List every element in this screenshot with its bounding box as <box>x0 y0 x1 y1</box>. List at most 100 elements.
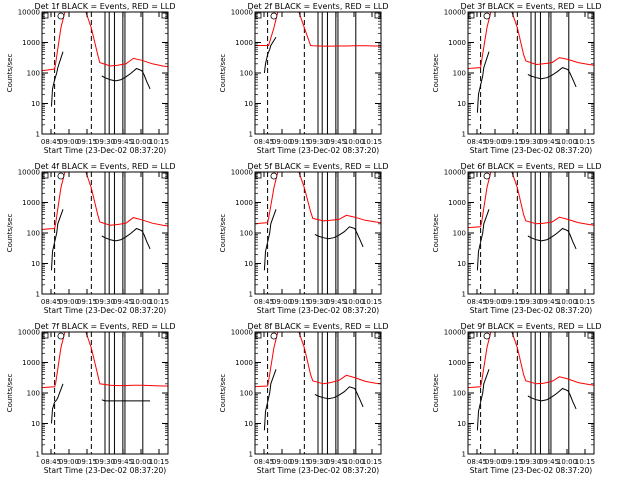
events-series-line <box>476 51 490 113</box>
panel-title: Det 5f BLACK = Events, RED = LLD <box>247 162 388 171</box>
lld-series-line <box>468 332 594 389</box>
y-tick-label: 10000 <box>444 329 466 337</box>
lld-series-line <box>255 12 381 47</box>
series-group <box>42 332 168 424</box>
series-group <box>468 172 594 271</box>
x-tick-label: 09:15 <box>503 458 523 466</box>
events-series-line <box>263 36 277 74</box>
y-tick-label: 10000 <box>18 169 40 177</box>
x-tick-label: 09:00 <box>59 138 79 146</box>
detector-panel: 1 10 100 1000 10000 08:4509:0009:1509:3009:45… <box>432 162 602 315</box>
x-tick-label: 09:45 <box>326 458 346 466</box>
series-group <box>42 12 168 107</box>
x-tick-label: 09:00 <box>485 138 505 146</box>
peak-marker-circle <box>270 332 278 340</box>
corner-marker-right <box>374 12 381 19</box>
series-group <box>255 332 381 431</box>
y-axis-label: Counts/sec <box>219 54 227 93</box>
y-tick-label: 10000 <box>231 169 253 177</box>
y-tick-label: 10 <box>31 100 40 108</box>
x-tick-label: 08:45 <box>467 138 487 146</box>
y-tick-label: 100 <box>27 70 40 78</box>
detector-panel: 1 10 100 1000 10000 08:4509:0009:1509:3009:45… <box>219 162 389 315</box>
x-tick-label: 09:15 <box>290 298 310 306</box>
x-tick-label: 09:00 <box>59 298 79 306</box>
panel-title: Det 4f BLACK = Events, RED = LLD <box>34 162 175 171</box>
x-tick-label: 10:00 <box>131 298 151 306</box>
y-tick-label: 1 <box>36 291 40 299</box>
y-tick-label: 10000 <box>231 329 253 337</box>
series-group <box>42 172 168 271</box>
x-tick-label: 09:15 <box>77 458 97 466</box>
x-axis-label: Start Time (23-Dec-02 08:37:20) <box>257 146 379 155</box>
y-tick-label: 10000 <box>18 329 40 337</box>
lld-series-line <box>42 12 168 72</box>
y-tick-label: 100 <box>240 230 253 238</box>
detector-panel: 1 10 100 1000 10000 08:4509:0009:1509:3009:45… <box>6 2 176 155</box>
y-tick-label: 1000 <box>22 359 40 367</box>
y-tick-label: 1 <box>462 451 466 459</box>
x-tick-label: 08:45 <box>254 458 274 466</box>
detector-panel: 1 10 100 1000 10000 08:4509:0009:1509:3009:45… <box>432 2 602 155</box>
y-axis-label: Counts/sec <box>6 214 14 253</box>
peak-marker-circle <box>270 172 278 180</box>
corner-marker-left <box>468 172 475 179</box>
x-tick-label: 09:15 <box>77 138 97 146</box>
x-axis-label: Start Time (23-Dec-02 08:37:20) <box>257 466 379 475</box>
x-tick-label: 10:15 <box>575 298 595 306</box>
x-tick-label: 09:00 <box>59 458 79 466</box>
events-series-line <box>263 209 277 271</box>
events-series-line <box>101 227 151 250</box>
events-series-line <box>51 209 64 271</box>
x-tick-label: 10:00 <box>131 458 151 466</box>
corner-marker-right <box>587 172 594 179</box>
corner-marker-left <box>42 172 49 179</box>
y-axis-label: Counts/sec <box>6 54 14 93</box>
corner-marker-right <box>374 172 381 179</box>
x-tick-label: 09:30 <box>95 138 115 146</box>
x-axis-label: Start Time (23-Dec-02 08:37:20) <box>44 146 166 155</box>
y-tick-label: 1000 <box>448 39 466 47</box>
events-series-line <box>314 226 364 248</box>
lld-series-line <box>468 12 594 69</box>
y-tick-label: 1 <box>462 291 466 299</box>
x-tick-label: 09:45 <box>113 138 133 146</box>
x-tick-label: 09:30 <box>95 298 115 306</box>
detector-panel: 1 10 100 1000 10000 08:4509:0009:1509:3009:45… <box>432 322 602 475</box>
x-tick-label: 09:45 <box>539 138 559 146</box>
y-axis-label: Counts/sec <box>432 214 440 253</box>
lld-series-line <box>42 332 168 389</box>
series-group <box>255 12 381 74</box>
detector-panel: 1 10 100 1000 10000 08:4509:0009:1509:3009:45… <box>219 2 389 155</box>
x-tick-label: 10:15 <box>575 138 595 146</box>
events-series-line <box>51 383 64 424</box>
x-tick-label: 09:30 <box>308 458 328 466</box>
corner-marker-right <box>587 12 594 19</box>
x-tick-label: 10:15 <box>362 298 382 306</box>
x-tick-label: 08:45 <box>254 298 274 306</box>
corner-marker-left <box>255 332 262 339</box>
y-tick-label: 1000 <box>235 39 253 47</box>
x-tick-label: 09:15 <box>77 298 97 306</box>
x-tick-label: 09:00 <box>272 298 292 306</box>
x-tick-label: 10:00 <box>557 458 577 466</box>
y-axis-label: Counts/sec <box>219 214 227 253</box>
events-series-line <box>527 387 577 410</box>
events-series-line <box>527 227 577 250</box>
x-tick-label: 09:00 <box>485 458 505 466</box>
lld-series-line <box>468 172 594 229</box>
x-axis-label: Start Time (23-Dec-02 08:37:20) <box>470 306 592 315</box>
y-tick-label: 10 <box>457 260 466 268</box>
panel-title: Det 7f BLACK = Events, RED = LLD <box>34 322 175 331</box>
y-tick-label: 1 <box>249 291 253 299</box>
peak-marker-circle <box>483 12 491 20</box>
y-tick-label: 100 <box>453 390 466 398</box>
x-tick-label: 10:00 <box>557 298 577 306</box>
events-series-line <box>101 67 151 90</box>
corner-marker-right <box>587 332 594 339</box>
x-tick-label: 09:45 <box>539 298 559 306</box>
x-tick-label: 10:15 <box>362 458 382 466</box>
y-axis-label: Counts/sec <box>219 374 227 413</box>
y-tick-label: 10 <box>31 420 40 428</box>
panel-title: Det 2f BLACK = Events, RED = LLD <box>247 2 388 11</box>
